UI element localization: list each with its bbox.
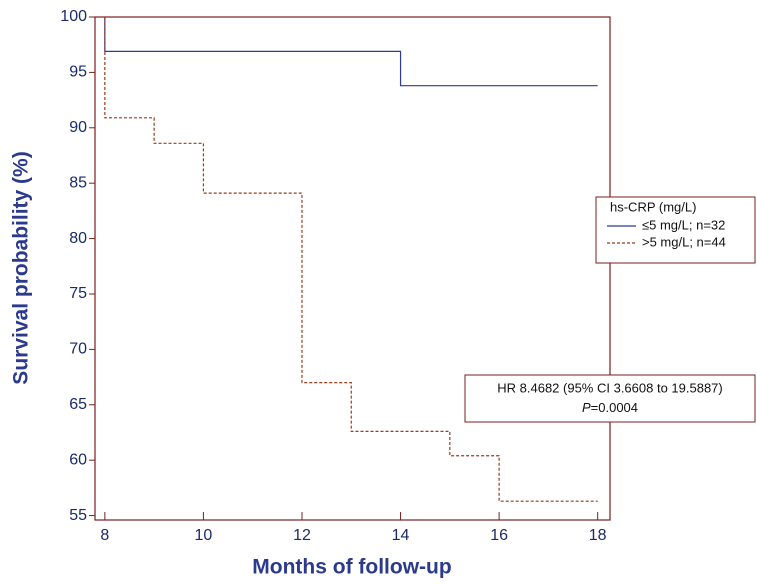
legend-box: [595, 196, 756, 264]
y-tick-label: 85: [69, 174, 87, 191]
x-tick-label: 8: [100, 527, 109, 544]
y-tick-label: 55: [69, 507, 87, 524]
p-value: =0.0004: [591, 400, 638, 415]
annotation: HR 8.4682 (95% CI 3.6608 to 19.5887) P=0…: [464, 374, 756, 423]
legend-label: >5 mg/L; n=44: [642, 234, 726, 249]
legend-label: ≤5 mg/L; n=32: [642, 217, 725, 232]
x-tick-label: 14: [392, 527, 410, 544]
x-tick-label: 18: [589, 527, 607, 544]
annotation-box: [464, 374, 756, 423]
y-tick-label: 65: [69, 396, 87, 413]
legend: hs-CRP (mg/L) ≤5 mg/L; n=32 >5 mg/L; n=44: [595, 196, 756, 264]
y-tick-label: 75: [69, 285, 87, 302]
y-tick-label: 60: [69, 451, 87, 468]
y-tick-label: 80: [69, 230, 87, 247]
x-tick-label: 16: [490, 527, 508, 544]
plot-frame: [94, 16, 611, 521]
y-tick-label: 100: [60, 8, 87, 25]
y-axis-title: Survival probability (%): [10, 151, 33, 384]
x-tick-label: 12: [293, 527, 311, 544]
x-axis-title: Months of follow-up: [252, 556, 451, 579]
survival-line: [104, 17, 598, 87]
survival-line: [104, 17, 598, 502]
y-tick-label: 70: [69, 341, 87, 358]
x-tick-label: 10: [195, 527, 213, 544]
y-tick-label: 95: [69, 64, 87, 81]
p-symbol: P: [582, 400, 591, 415]
y-tick-label: 90: [69, 119, 87, 136]
legend-title: hs-CRP (mg/L): [610, 199, 696, 214]
annotation-text: HR 8.4682 (95% CI 3.6608 to 19.5887): [497, 380, 722, 395]
annotation-p: P=0.0004: [582, 400, 638, 415]
